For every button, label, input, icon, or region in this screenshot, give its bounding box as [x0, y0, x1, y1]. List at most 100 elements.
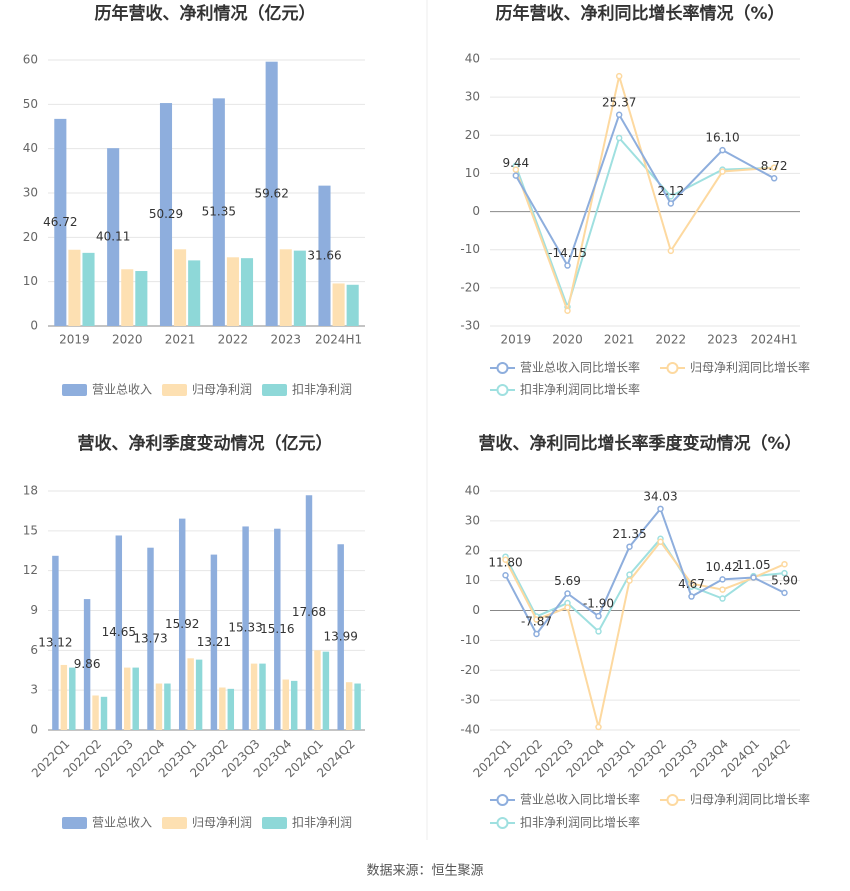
bar: [92, 695, 99, 730]
legend-label[interactable]: 归母净利润同比增长率: [690, 360, 810, 375]
point: [781, 589, 788, 597]
value-label: 4.67: [678, 577, 705, 591]
value-label: 14.65: [102, 625, 136, 639]
bar: [100, 696, 108, 730]
legend-swatch[interactable]: [496, 362, 509, 374]
legend-label[interactable]: 扣非净利润: [292, 816, 352, 830]
legend-label[interactable]: 营业总收入同比增长率: [520, 792, 640, 807]
bar: [164, 683, 171, 730]
x-tick-label: 2019: [59, 333, 90, 347]
y-tick-label: 20: [465, 128, 480, 142]
value-label: 31.66: [307, 248, 341, 262]
x-tick-label: 2023: [270, 333, 301, 347]
bar: [318, 185, 331, 326]
x-tick-label: 2021: [604, 333, 635, 347]
bar: [68, 249, 81, 326]
legend-swatch[interactable]: [262, 384, 287, 396]
bar: [188, 260, 201, 326]
bar: [293, 250, 306, 326]
value-label: 13.21: [197, 635, 231, 649]
legend-swatch[interactable]: [496, 794, 509, 806]
x-tick-label: 2020: [552, 333, 583, 347]
series-line: [504, 537, 785, 634]
y-tick-label: -20: [460, 663, 480, 677]
point: [564, 604, 571, 611]
bar: [82, 252, 95, 326]
legend-swatch[interactable]: [262, 817, 287, 829]
y-tick-label: 0: [472, 204, 480, 218]
value-label: 46.72: [43, 215, 77, 229]
bar: [132, 667, 139, 730]
value-label: 51.35: [202, 205, 236, 219]
point: [667, 200, 675, 207]
bar: [187, 658, 194, 730]
y-tick-label: 40: [465, 52, 480, 66]
value-label: 50.29: [149, 207, 183, 221]
y-tick-label: 15: [23, 523, 38, 537]
bar: [147, 547, 154, 730]
legend-swatch[interactable]: [62, 384, 87, 396]
legend-label[interactable]: 归母净利润: [192, 816, 252, 830]
legend-swatch[interactable]: [496, 384, 509, 396]
bar: [346, 284, 359, 326]
bar: [282, 679, 289, 730]
legend-label[interactable]: 扣非净利润同比增长率: [520, 815, 640, 830]
chart-title: 历年营收、净利情况（亿元）: [95, 3, 316, 24]
point: [719, 586, 726, 593]
series-line: [504, 506, 785, 636]
x-tick-label: 2024H1: [315, 333, 362, 347]
bar: [332, 283, 345, 326]
point: [502, 556, 509, 563]
x-tick-label: 2024H1: [751, 333, 798, 347]
value-label: 16.10: [705, 131, 739, 145]
bar: [212, 98, 225, 327]
legend-swatch[interactable]: [162, 817, 187, 829]
value-label: 11.80: [488, 556, 522, 570]
legend-label[interactable]: 归母净利润同比增长率: [690, 792, 810, 807]
value-label: 34.03: [643, 489, 677, 503]
point: [564, 307, 571, 314]
value-label: 8.72: [761, 159, 788, 173]
point: [750, 574, 757, 581]
bar: [219, 687, 226, 730]
x-tick-label: 2019: [501, 333, 532, 347]
legend-label[interactable]: 归母净利润: [192, 383, 252, 397]
source-note: 数据来源：恒生聚源: [366, 864, 483, 879]
legend-swatch[interactable]: [62, 817, 87, 829]
legend-swatch[interactable]: [496, 817, 509, 829]
point: [595, 612, 602, 620]
legend-swatch[interactable]: [666, 794, 679, 806]
bar: [227, 688, 235, 730]
point: [615, 111, 623, 119]
point: [719, 168, 726, 175]
legend-label[interactable]: 营业总收入: [92, 383, 152, 397]
legend-label[interactable]: 扣非净利润: [292, 383, 352, 397]
value-label: 13.99: [324, 630, 358, 644]
y-tick-label: 20: [465, 543, 480, 557]
legend-label[interactable]: 营业总收入同比增长率: [520, 360, 640, 375]
legend-swatch[interactable]: [162, 384, 187, 396]
point: [770, 164, 778, 171]
value-label: 40.11: [96, 230, 130, 244]
point: [657, 538, 664, 546]
point: [688, 580, 695, 587]
value-label: 5.69: [554, 574, 581, 588]
value-label: -7.87: [521, 615, 552, 629]
legend-swatch[interactable]: [666, 362, 679, 374]
chart-title: 营收、净利季度变动情况（亿元）: [78, 433, 333, 454]
point: [615, 72, 623, 80]
legend-label[interactable]: 营业总收入: [92, 816, 152, 830]
y-tick-label: 10: [465, 573, 480, 587]
bar: [60, 664, 68, 730]
point: [781, 560, 788, 568]
bar: [265, 61, 278, 327]
value-label: 13.12: [38, 635, 72, 649]
y-tick-label: -20: [460, 280, 480, 294]
legend-label[interactable]: 扣非净利润同比增长率: [520, 382, 640, 397]
x-tick-label: 2023: [707, 333, 738, 347]
point: [667, 247, 675, 255]
bar: [155, 683, 163, 730]
bar: [124, 667, 131, 730]
y-tick-label: -10: [460, 633, 480, 647]
